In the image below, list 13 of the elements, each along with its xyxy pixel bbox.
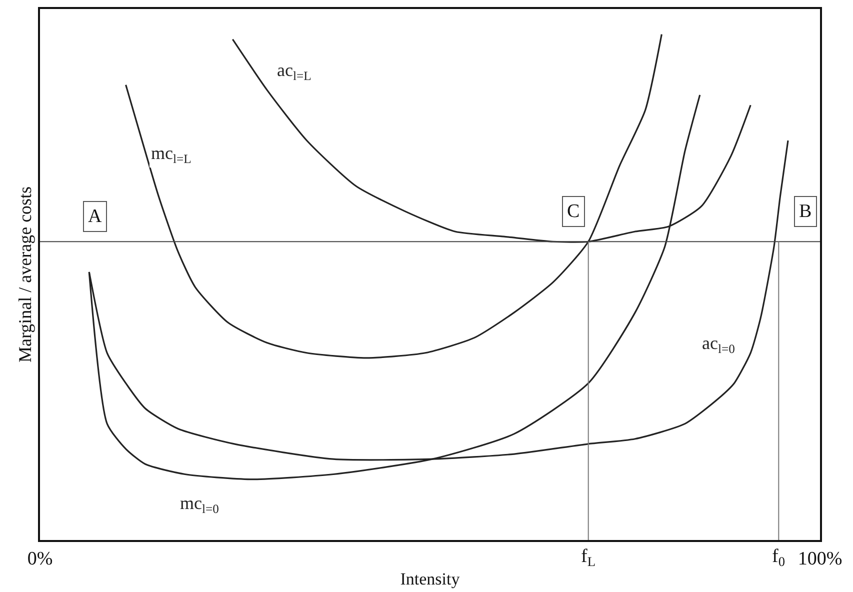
y-axis-title: Marginal / average costs	[14, 186, 35, 363]
series-label: ac$_{l=0}$	[702, 333, 735, 356]
ref-line-label: f$_{L}$	[581, 546, 596, 569]
x-axis-title: Intensity	[400, 569, 460, 588]
x-tick-label: 0%	[27, 548, 53, 570]
series-label: mc$_{l=L}$	[151, 143, 192, 166]
x-tick-label: 100%	[798, 548, 842, 570]
series-label: ac$_{l=L}$	[277, 60, 312, 83]
annotation: C	[567, 201, 580, 222]
ref-line-label: f$_{0}$	[772, 546, 786, 569]
annotation: A	[88, 206, 102, 227]
series-label: mc$_{l=0}$	[180, 493, 219, 516]
annotation: B	[799, 201, 812, 222]
